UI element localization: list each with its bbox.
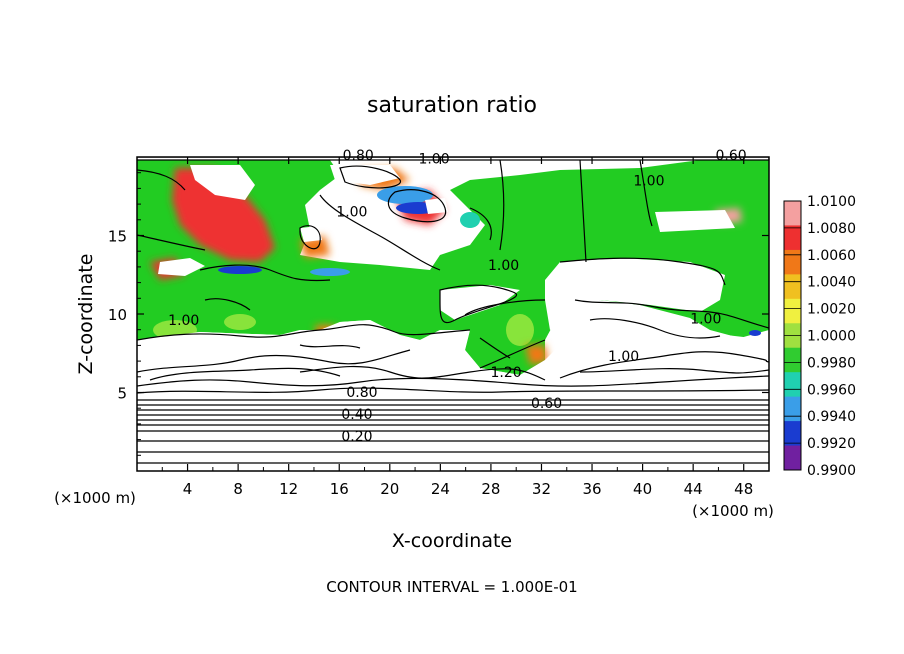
- contour-label: 1.00: [690, 311, 721, 327]
- x-tick-label: 36: [582, 480, 601, 498]
- colorbar-swatch: [784, 225, 801, 251]
- x-tick-label: 16: [330, 480, 349, 498]
- chart-title: saturation ratio: [367, 93, 537, 118]
- contour-label: 1.00: [418, 151, 449, 167]
- contour-label: 0.80: [346, 385, 377, 401]
- colorbar-swatch: [784, 445, 801, 471]
- colorbar-swatch: [784, 372, 801, 398]
- colorbar-label: 0.9900: [807, 463, 856, 479]
- contour-labels: 0.80 1.00 0.60 1.00 1.00 1.00 1.00 1.00 1.00 1.20…: [168, 148, 746, 445]
- contour-label: 0.40: [341, 407, 372, 423]
- x-tick-label: 28: [481, 480, 500, 498]
- colorbar-label: 1.0060: [807, 248, 856, 264]
- plot-field: [137, 157, 769, 471]
- contour-lines: [137, 157, 769, 464]
- x-tick-label: 12: [279, 480, 298, 498]
- warm-regions: [150, 168, 742, 365]
- x-unit-right: (×1000 m): [692, 502, 774, 520]
- contour-label: 0.60: [715, 148, 746, 164]
- contour-label: 0.20: [341, 429, 372, 445]
- x-axis-label: X-coordinate: [392, 530, 512, 552]
- contour-label: 0.60: [531, 396, 562, 412]
- x-tick-label: 32: [532, 480, 551, 498]
- colorbar-label: 0.9980: [807, 355, 856, 371]
- colorbar-label: 0.9920: [807, 436, 856, 452]
- x-tick-label: 44: [684, 480, 703, 498]
- y-tick-label: 10: [108, 306, 127, 324]
- contour-label: 1.00: [608, 349, 639, 365]
- colorbar-label: 0.9940: [807, 409, 856, 425]
- x-tick-label: 4: [183, 480, 193, 498]
- colorbar-swatch: [784, 396, 801, 422]
- colorbar-swatch: [784, 249, 801, 275]
- x-tick-label: 8: [233, 480, 243, 498]
- colorbar: 1.0100 1.0080 1.0060 1.0040 1.0020 1.0000 0.99…: [783, 194, 856, 479]
- contour-label: 1.00: [336, 205, 367, 221]
- white-regions: [137, 165, 769, 471]
- x-unit-left: (×1000 m): [54, 489, 136, 507]
- contour-label: 1.00: [168, 313, 199, 329]
- contour-label: 0.80: [343, 148, 374, 164]
- colorbar-label: 1.0100: [807, 194, 856, 210]
- green-regions: [137, 160, 769, 375]
- y-tick-label: 5: [117, 385, 127, 403]
- contour-label: 1.00: [488, 258, 519, 274]
- contour-label: 1.20: [491, 365, 522, 381]
- colorbar-swatch: [784, 298, 801, 324]
- colorbar-swatch: [784, 274, 801, 300]
- colorbar-label: 1.0040: [807, 275, 856, 291]
- y-axis: 5 10 15: [108, 172, 769, 456]
- y-tick-label: 15: [108, 228, 127, 246]
- colorbar-label: 1.0080: [807, 221, 856, 237]
- colorbar-swatch: [784, 347, 801, 373]
- colorbar-swatch: [784, 201, 801, 226]
- x-axis: 4 8 12 16 20 24 28 32 36 40 44 48: [161, 157, 753, 498]
- contour-interval-note: CONTOUR INTERVAL = 1.000E-01: [326, 578, 577, 596]
- x-tick-label: 20: [380, 480, 399, 498]
- colorbar-label: 0.9960: [807, 382, 856, 398]
- colorbar-swatch: [784, 421, 801, 447]
- x-tick-label: 40: [633, 480, 652, 498]
- colorbar-label: 1.0020: [807, 302, 856, 318]
- contour-label: 1.00: [633, 173, 664, 189]
- y-axis-label: Z-coordinate: [75, 254, 97, 375]
- x-tick-label: 48: [734, 480, 753, 498]
- colorbar-label: 1.0000: [807, 329, 856, 345]
- x-tick-label: 24: [431, 480, 450, 498]
